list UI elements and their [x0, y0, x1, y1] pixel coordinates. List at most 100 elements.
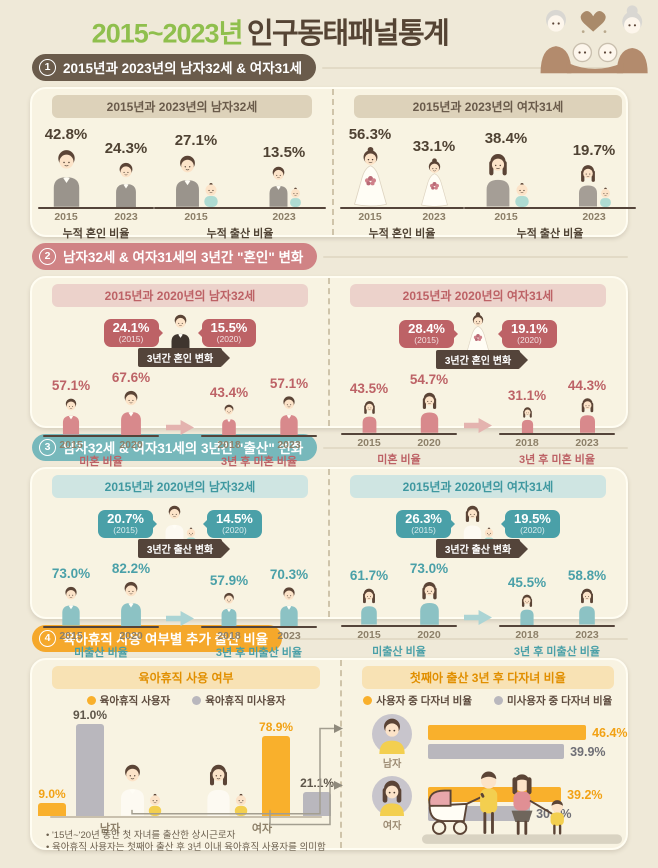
- bubble-2020: 19.5% (2020): [501, 510, 560, 538]
- figure-2020: 67.6%: [107, 370, 155, 435]
- bar-value: 46.4%: [592, 725, 628, 740]
- year-row: 2015 2023: [464, 209, 636, 223]
- year-label: 2023: [277, 630, 301, 642]
- baseline: [340, 207, 464, 209]
- footnote-2: 육아휴직 사용자는 첫째아 출산 후 3년 이내 육아휴직 사용자를 의미함: [46, 842, 376, 854]
- figure-2023: 44.3%: [563, 378, 611, 433]
- footnote-1: '15년~'20년 동안 첫 자녀를 출산한 상시근로자: [46, 830, 376, 842]
- group-label: 미출산 비율: [372, 646, 426, 658]
- men-groups: 42.8% 24.3% 2015 2023 누적 혼인 비율: [38, 126, 326, 241]
- legend-user: 사용자 중 다자녀 비율: [363, 693, 472, 708]
- value-label: 33.1%: [412, 138, 456, 155]
- figure-row: 43.4% 57.1%: [201, 376, 317, 435]
- section-2-panel: 2015년과 2020년의 남자32세 24.1% (2015) 15.5% (…: [30, 276, 628, 468]
- figure-2015: 27.1%: [158, 132, 234, 207]
- section-3-panel: 2015년과 2020년의 남자32세 20.7% (2015) 14.5% (…: [30, 467, 628, 659]
- section-2-badge: 2 남자32세 & 여자31세의 3년간 "혼인" 변화: [32, 243, 318, 270]
- women-nonuser-bar-col: 21.1%: [300, 776, 334, 816]
- section-2-women-half: 2015년과 2020년의 여자31세 28.4% (2015) 19.1% (…: [328, 278, 626, 466]
- men-nonuser-bar-col: 91.0%: [73, 708, 107, 816]
- orange-dot-icon: [363, 696, 373, 705]
- men-user-hbar: [428, 725, 587, 740]
- legend: 사용자 중 다자녀 비율 미사용자 중 다자녀 비율: [348, 693, 627, 708]
- bubble-year: (2015): [113, 525, 138, 536]
- figure-row: 45.5% 58.8%: [499, 568, 615, 625]
- women-subheader: 2015년과 2020년의 여자31세: [350, 284, 606, 307]
- figures-row: 43.5% 54.7% 2015 2020 미혼 비율: [336, 372, 620, 467]
- section-3-women-half: 2015년과 2020년의 여자31세 26.3% (2015) 19.5% (…: [328, 469, 626, 658]
- year-label: 2023: [582, 211, 606, 223]
- bubble-2015: 24.1% (2015): [103, 319, 163, 347]
- section-1-badge: 1 2015년과 2023년의 남자32세 & 여자31세: [32, 54, 317, 81]
- value-label: 58.8%: [567, 568, 607, 583]
- section-1-title: 2015년과 2023년의 남자32세 & 여자31세: [63, 61, 303, 76]
- bubble-row: 28.4% (2015) 19.1% (2020): [336, 311, 620, 357]
- arrow-banner-wrap: 3년간 혼인 변화: [336, 350, 620, 369]
- arrow-banner-wrap: 3년간 출산 변화: [336, 539, 620, 558]
- legend-nonuser: 육아휴직 미사용자: [192, 693, 285, 708]
- bar-value: 39.2%: [567, 787, 603, 802]
- section-1-panel: 2015년과 2023년의 남자32세 42.8% 24.3%: [30, 87, 636, 240]
- group-label: 누적 출산 비율: [516, 228, 584, 240]
- women-birth-group: 38.4% 19.7%: [464, 130, 636, 241]
- section-2-men-half: 2015년과 2020년의 남자32세 24.1% (2015) 15.5% (…: [32, 278, 328, 468]
- section-4-title: 육아휴직 사용 여부별 추가 출산 비율: [63, 632, 269, 647]
- bar-value: 9.0%: [38, 787, 66, 801]
- man-icon: [275, 584, 303, 626]
- bubble-2015: 26.3% (2015): [396, 510, 455, 538]
- group-label: 3년 후 미출산 비율: [513, 646, 601, 658]
- women-user-bar: [262, 736, 291, 816]
- baby-icon: [230, 792, 252, 816]
- figure-2018: 45.5%: [503, 575, 551, 625]
- transition-arrow-icon: [464, 610, 492, 625]
- section-3-number: 3: [39, 438, 56, 456]
- bubble-row: 20.7% (2015) 14.5% (2020): [38, 502, 322, 546]
- year-label: 2023: [277, 439, 301, 451]
- woman-icon: [575, 395, 600, 433]
- value-label: 57.1%: [269, 376, 309, 391]
- baby-icon: [286, 186, 305, 207]
- women-nonuser-bar: [303, 792, 332, 816]
- grandparents-illustration: [536, 2, 654, 74]
- value-label: 67.6%: [111, 370, 151, 385]
- baseline: [499, 433, 615, 435]
- year-label: 2023: [575, 629, 599, 641]
- figure-row: 43.5% 54.7%: [341, 372, 457, 433]
- family-stroller-illustration: [422, 758, 622, 846]
- figure-2023: 57.1%: [265, 376, 313, 435]
- men-subheader: 2015년과 2020년의 남자32세: [52, 284, 308, 307]
- section-1-number: 1: [39, 58, 56, 76]
- figure-row: 57.9% 70.3%: [201, 567, 317, 626]
- leave-usage-chart: 9.0% 91.0%: [38, 708, 334, 816]
- section-3-title: 남자32세 & 여자31세의 3년간 "출산" 변화: [63, 441, 304, 456]
- year-row: 2018 2023: [499, 435, 615, 449]
- baseline: [201, 626, 317, 628]
- no-birth-group: 61.7% 73.0% 2015 2020 미출산 비율: [341, 561, 457, 659]
- figure-2018: 57.9%: [205, 573, 253, 626]
- men-avatar-wrap: 남자: [366, 714, 418, 770]
- year-label: 2020: [417, 629, 441, 641]
- baby-icon: [199, 181, 223, 207]
- section-1-women-half: 2015년과 2023년의 여자31세 56.3% 33.1%: [332, 89, 642, 240]
- value-label: 54.7%: [409, 372, 449, 387]
- mother-baby-icon: [479, 149, 534, 207]
- groom-suit-icon: [46, 145, 87, 207]
- figure-row: 27.1% 13.5%: [154, 132, 326, 207]
- figures-row: 57.1% 67.6% 2015 2020 미혼 비율: [38, 370, 322, 469]
- avatar-label: 남자: [382, 759, 402, 770]
- women-groups: 56.3% 33.1% 2015 2023 누적 혼인 비율: [340, 126, 636, 241]
- year-label: 2015: [59, 439, 83, 451]
- figure-2015: 57.1%: [47, 378, 95, 435]
- transition-arrow-icon: [166, 611, 194, 626]
- figures-row: 73.0% 82.2% 2015 2020 미출산 비율: [38, 561, 322, 660]
- legend-nonuser: 미사용자 중 다자녀 비율: [493, 693, 612, 708]
- footnotes: '15년~'20년 동안 첫 자녀를 출산한 상시근로자 육아휴직 사용자는 첫…: [46, 830, 376, 853]
- leave-usage-half: 육아휴직 사용 여부 육아휴직 사용자 육아휴직 미사용자 9.0%: [32, 660, 340, 848]
- baseline: [43, 435, 159, 437]
- year-label: 2015: [358, 211, 382, 223]
- men-subheader: 2015년과 2020년의 남자32세: [52, 475, 308, 498]
- title-period: 2015~2023년: [91, 18, 244, 49]
- leave-usage-subheader: 육아휴직 사용 여부: [52, 666, 321, 689]
- figure-row: 57.1% 67.6%: [43, 370, 159, 435]
- value-label: 38.4%: [484, 130, 528, 147]
